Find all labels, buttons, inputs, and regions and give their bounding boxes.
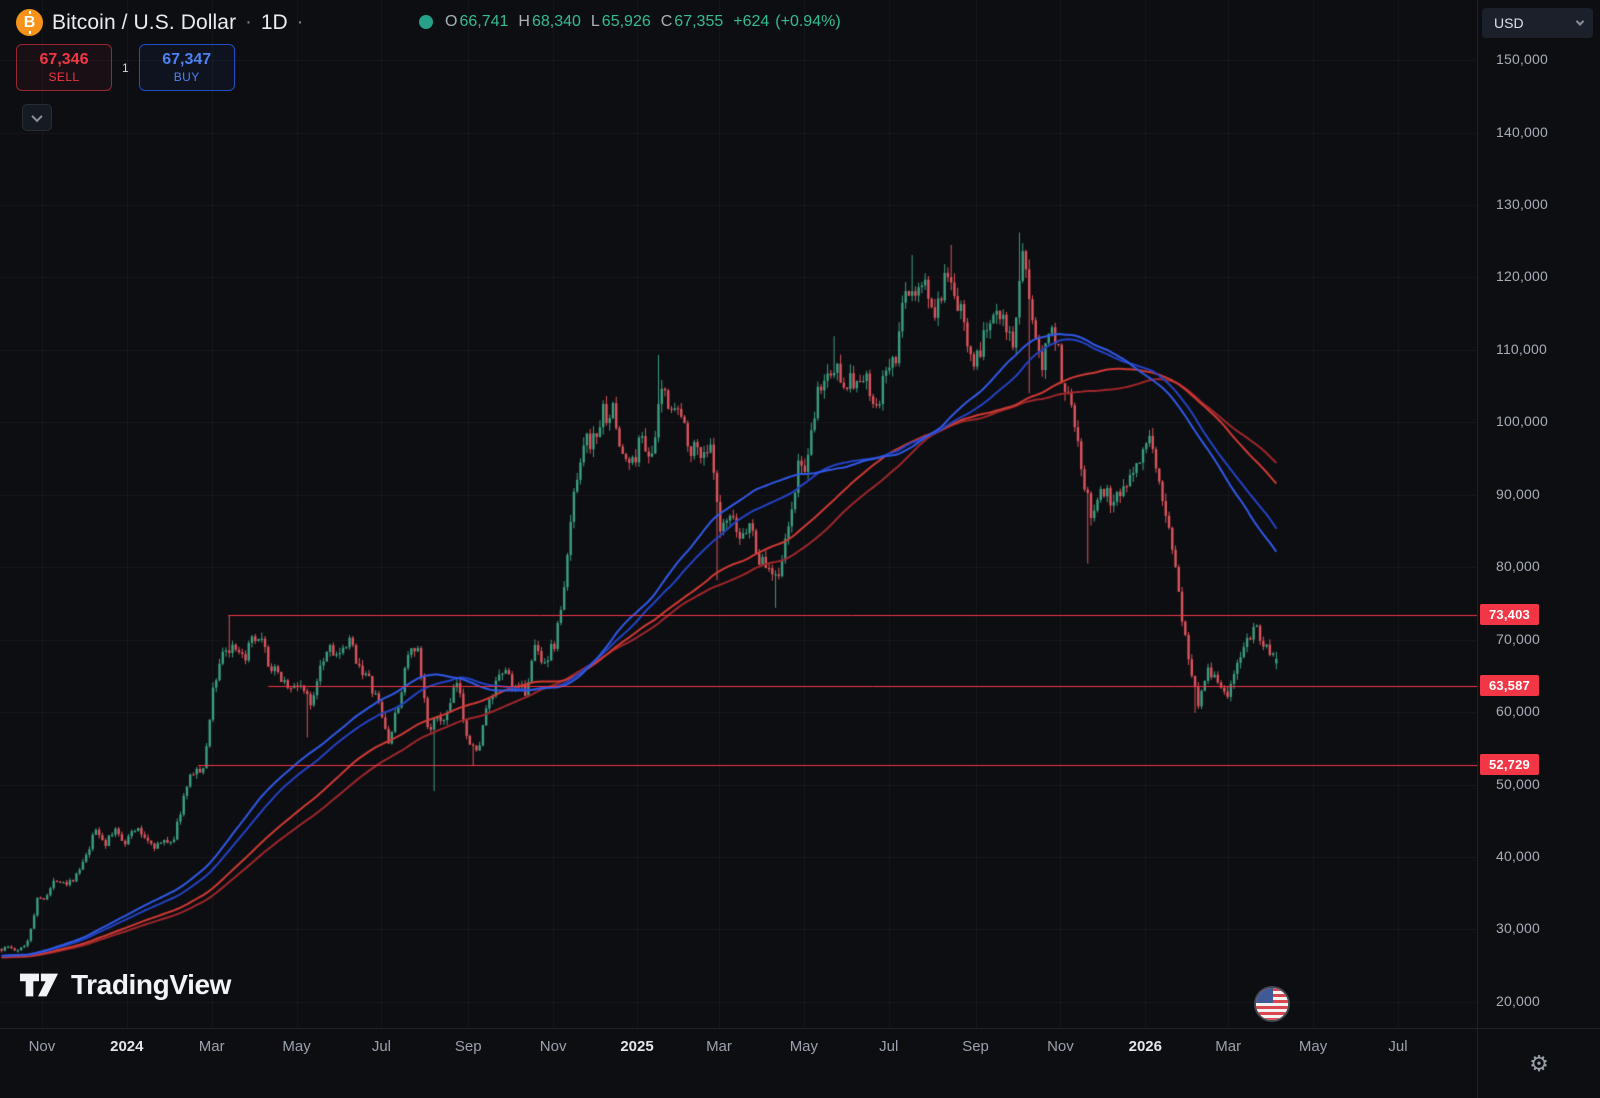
- price-tick-label: 90,000: [1496, 485, 1541, 502]
- time-tick-label: Sep: [454, 1038, 482, 1055]
- price-tick-label: 30,000: [1496, 920, 1541, 937]
- sell-label: SELL: [48, 70, 80, 84]
- ohlc-open-value: 66,741: [459, 13, 509, 30]
- market-status-dot: [419, 15, 433, 29]
- tradingview-logo-icon: [20, 973, 58, 997]
- time-tick-label: 2026: [1128, 1038, 1162, 1055]
- time-tick-label: Sep: [962, 1038, 989, 1055]
- tradingview-logo[interactable]: TradingView: [18, 966, 231, 1004]
- ohlc-open-label: O: [445, 13, 458, 30]
- price-tick-label: 70,000: [1496, 630, 1541, 647]
- time-tick-label: Jul: [879, 1038, 899, 1055]
- time-tick-label: May: [1298, 1038, 1328, 1055]
- chevron-down-icon: [31, 110, 43, 122]
- ohlc-low-label: L: [590, 13, 600, 30]
- time-tick-label: Nov: [1047, 1038, 1074, 1055]
- time-tick-label: May: [789, 1038, 819, 1055]
- ohlc-close-value: 67,355: [674, 13, 724, 30]
- chevron-down-icon: [1575, 17, 1585, 26]
- interval-label[interactable]: 1D: [260, 10, 288, 34]
- time-tick-label: Nov: [28, 1038, 56, 1055]
- symbol-legend: B Bitcoin / U.S. Dollar · 1D ·: [16, 9, 303, 36]
- change-absolute: +624: [733, 13, 770, 30]
- time-tick-label: May: [282, 1038, 311, 1055]
- us-flag-icon[interactable]: [1254, 986, 1290, 1022]
- buy-button[interactable]: 67,347 BUY: [138, 44, 235, 91]
- price-axis[interactable]: USD 150,000 140,000 130,000 120,000 110,000 1…: [1477, 0, 1600, 1028]
- price-tick-label: 50,000: [1496, 775, 1541, 792]
- sell-button[interactable]: 67,346 SELL: [16, 44, 112, 91]
- ohlc-high-value: 68,340: [531, 13, 581, 30]
- title-separator: ·: [296, 11, 304, 33]
- price-tick-label: 150,000: [1496, 51, 1549, 68]
- time-tick-label: Jul: [371, 1038, 392, 1055]
- price-tick-label: 130,000: [1496, 196, 1549, 213]
- title-separator: ·: [245, 11, 252, 33]
- currency-selector-value: USD: [1494, 15, 1524, 31]
- price-level-label[interactable]: 73,403: [1480, 604, 1539, 626]
- price-chart-canvas[interactable]: [0, 0, 1477, 1028]
- ohlc-readout: O 66,741 H 68,340 L 65,926 C 67,355 +624…: [419, 13, 847, 31]
- sell-price: 67,346: [39, 51, 89, 68]
- price-level-label[interactable]: 63,587: [1480, 675, 1539, 697]
- buy-sell-panel: 67,346 SELL 1 67,347 BUY: [16, 44, 235, 91]
- time-tick-label: Mar: [706, 1038, 732, 1055]
- price-tick-label: 140,000: [1496, 123, 1549, 140]
- time-tick-label: Jul: [1388, 1038, 1408, 1055]
- time-axis[interactable]: Nov 2024 Mar May Jul Sep Nov 2025 Mar May Jul Sep No…: [0, 1028, 1477, 1098]
- ohlc-high-label: H: [518, 13, 530, 30]
- flag-canton: [1256, 988, 1273, 1003]
- buy-label: BUY: [173, 70, 200, 84]
- legend-collapse-button[interactable]: [22, 104, 52, 131]
- time-tick-label: Mar: [198, 1038, 225, 1055]
- change-percent: (+0.94%): [775, 13, 841, 30]
- price-tick-label: 120,000: [1496, 268, 1549, 285]
- price-tick-label: 40,000: [1496, 848, 1541, 865]
- buy-price: 67,347: [162, 51, 212, 68]
- price-tick-label: 20,000: [1496, 992, 1541, 1009]
- time-tick-label: 2025: [620, 1038, 654, 1055]
- axis-corner: ⚙: [1477, 1028, 1600, 1098]
- spread-value: 1: [122, 60, 129, 75]
- symbol-title[interactable]: Bitcoin / U.S. Dollar: [52, 10, 237, 34]
- price-tick-label: 100,000: [1496, 413, 1549, 430]
- time-tick-label: Mar: [1215, 1038, 1242, 1055]
- settings-gear-icon[interactable]: ⚙: [1529, 1050, 1549, 1076]
- time-tick-label: 2024: [110, 1038, 144, 1055]
- tradingview-logo-text: TradingView: [71, 969, 232, 1000]
- price-tick-label: 110,000: [1496, 340, 1547, 357]
- ohlc-low-value: 65,926: [601, 13, 651, 30]
- bitcoin-logo-icon: B: [16, 9, 43, 36]
- price-tick-label: 80,000: [1496, 558, 1541, 575]
- time-tick-label: Nov: [539, 1038, 567, 1055]
- ohlc-close-label: C: [660, 13, 673, 30]
- price-tick-label: 60,000: [1496, 703, 1541, 720]
- currency-selector[interactable]: USD: [1482, 8, 1593, 38]
- price-level-label[interactable]: 52,729: [1480, 753, 1539, 775]
